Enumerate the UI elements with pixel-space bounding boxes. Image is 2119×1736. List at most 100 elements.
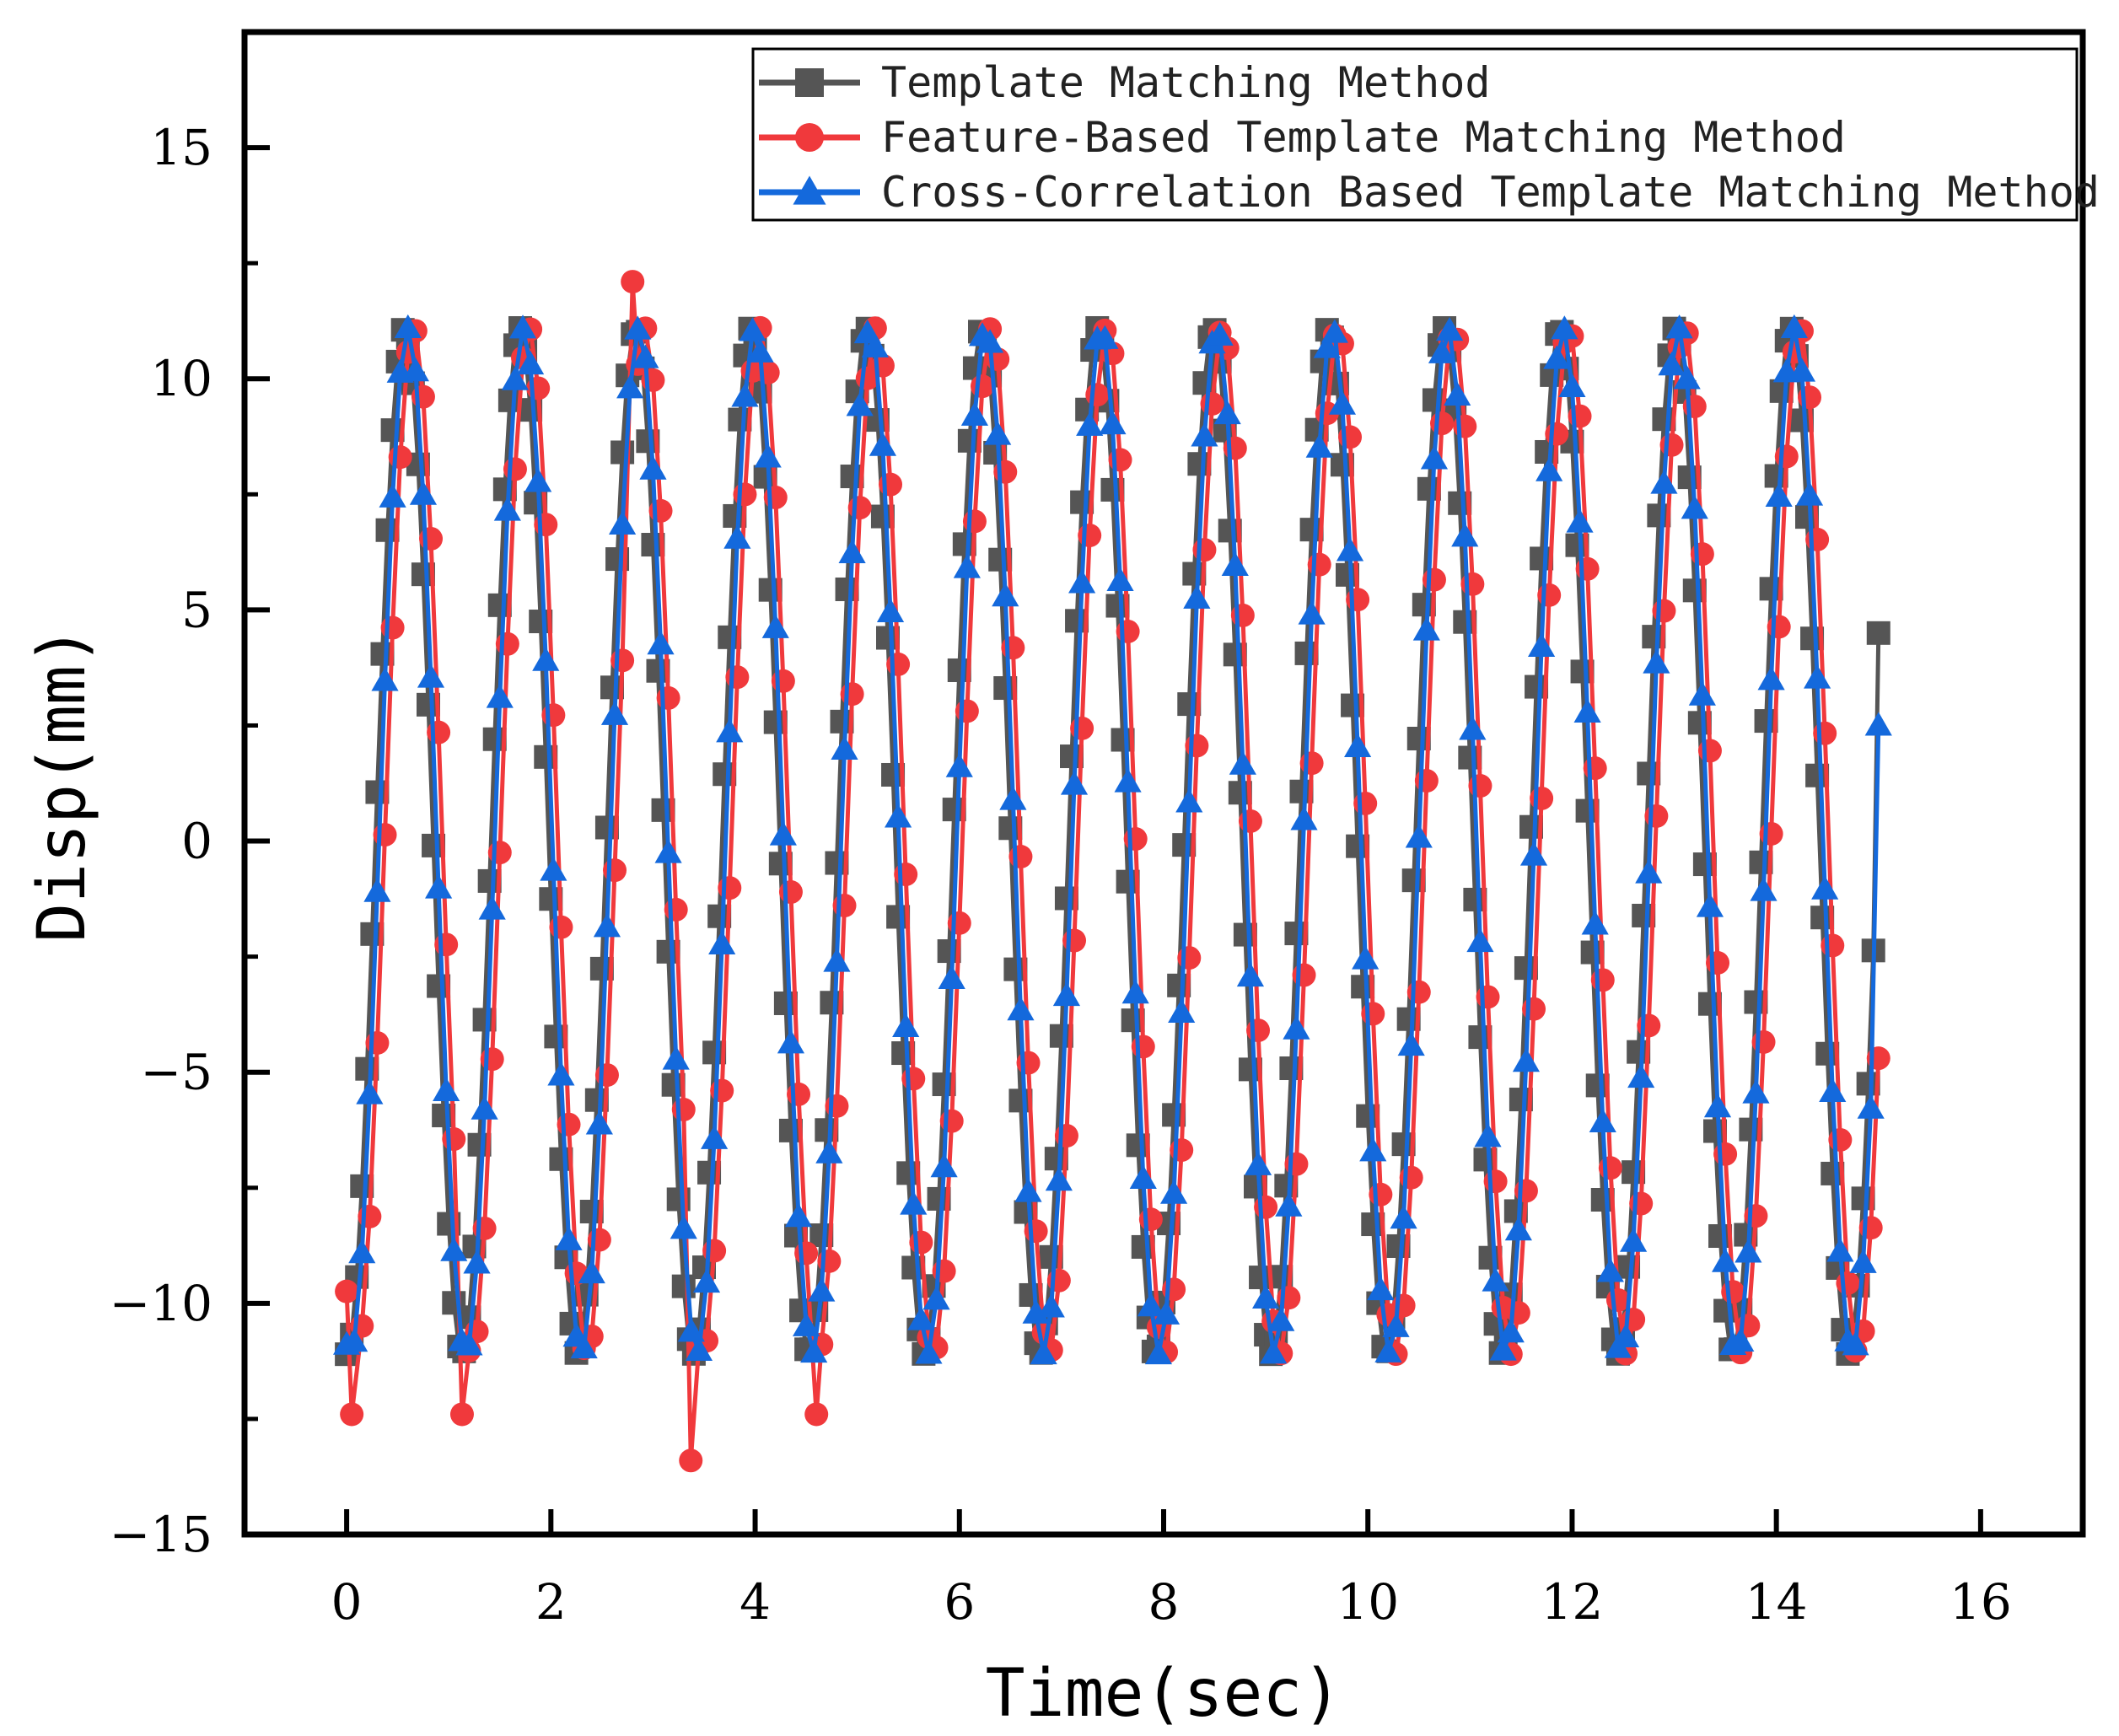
data-point: [1052, 981, 1081, 1007]
data-point: [1230, 603, 1255, 627]
data-point: [1367, 1276, 1395, 1301]
data-point: [876, 598, 905, 622]
y-tick-label: 5: [181, 581, 212, 638]
data-point: [671, 1097, 696, 1121]
data-point: [831, 735, 858, 760]
data-point: [1551, 315, 1578, 340]
data-point: [371, 667, 399, 691]
data-point: [1643, 649, 1670, 674]
data-point: [487, 841, 512, 865]
data-point: [1590, 968, 1615, 992]
data-point: [449, 1402, 474, 1427]
data-point: [593, 913, 621, 938]
data-point: [962, 509, 987, 534]
data-point: [1060, 771, 1089, 795]
data-point: [1320, 319, 1348, 343]
data-point: [1175, 788, 1203, 813]
data-point: [953, 554, 981, 578]
data-point: [1482, 1267, 1509, 1292]
series-layer: [333, 270, 1892, 1473]
series-3: [333, 314, 1892, 1365]
data-point: [388, 445, 412, 470]
data-point: [1313, 334, 1341, 358]
data-point: [578, 1259, 605, 1284]
data-point: [1712, 1248, 1740, 1272]
data-point: [1522, 997, 1546, 1021]
data-point: [335, 1279, 359, 1303]
data-point: [1558, 373, 1586, 397]
data-point: [1359, 1137, 1387, 1162]
data-point: [1627, 1063, 1655, 1088]
data-point: [501, 366, 530, 390]
data-point: [960, 401, 989, 426]
data-point: [1283, 1015, 1310, 1040]
data-point: [847, 496, 872, 520]
data-point: [1849, 1249, 1877, 1273]
data-point: [478, 895, 506, 920]
data-point: [1037, 1293, 1065, 1318]
data-point: [1637, 1013, 1661, 1038]
data-point: [832, 894, 857, 918]
data-point: [754, 443, 782, 468]
data-point: [425, 874, 453, 899]
data-point: [1085, 383, 1110, 407]
data-point: [656, 685, 680, 710]
data-point: [1697, 739, 1722, 763]
y-tick-label: 0: [181, 813, 212, 870]
data-point: [1238, 809, 1262, 833]
data-point: [340, 1402, 364, 1427]
x-tick-label: 6: [944, 1573, 975, 1631]
data-point: [1460, 572, 1485, 596]
data-point: [1836, 1271, 1860, 1295]
data-point: [976, 329, 1004, 353]
data-point: [1842, 1331, 1869, 1356]
data-point: [1206, 321, 1234, 346]
data-point: [1474, 1123, 1502, 1147]
data-point: [1137, 1293, 1164, 1317]
data-point: [1535, 457, 1563, 481]
data-point: [480, 1047, 504, 1072]
data-point: [1866, 621, 1890, 645]
data-point: [495, 632, 519, 656]
data-point: [1185, 734, 1209, 758]
data-point: [1811, 875, 1839, 900]
data-point: [739, 317, 766, 341]
data-point: [442, 1127, 466, 1152]
x-tick-label: 4: [739, 1573, 771, 1631]
data-point: [1001, 636, 1025, 660]
data-point: [621, 270, 645, 294]
data-point: [1813, 721, 1837, 745]
data-point: [1144, 1340, 1173, 1365]
data-point: [708, 930, 736, 955]
data-point: [363, 878, 391, 902]
data-point: [769, 821, 797, 846]
data-point: [1658, 352, 1686, 376]
data-point: [1713, 1142, 1738, 1166]
data-point: [794, 1241, 819, 1266]
data-point: [1328, 390, 1357, 415]
data-point: [1804, 664, 1831, 689]
data-point: [846, 392, 874, 417]
data-point: [1519, 841, 1548, 866]
data-point: [955, 699, 979, 723]
data-point: [662, 1045, 690, 1070]
data-point: [1681, 495, 1708, 519]
data-point: [1369, 1182, 1393, 1207]
data-point: [771, 669, 795, 693]
data-point: [1192, 538, 1217, 562]
data-point: [1734, 1239, 1762, 1263]
data-point: [1160, 1180, 1188, 1204]
data-point: [793, 1312, 820, 1336]
x-tick-label: 2: [535, 1573, 567, 1631]
data-point: [892, 1013, 920, 1037]
data-point: [647, 631, 675, 655]
data-point: [1688, 681, 1716, 706]
data-point: [1070, 716, 1094, 740]
data-point: [1759, 821, 1783, 846]
data-point: [1307, 552, 1331, 577]
data-point: [1420, 445, 1449, 470]
data-point: [1405, 824, 1433, 848]
data-point: [1430, 411, 1455, 436]
